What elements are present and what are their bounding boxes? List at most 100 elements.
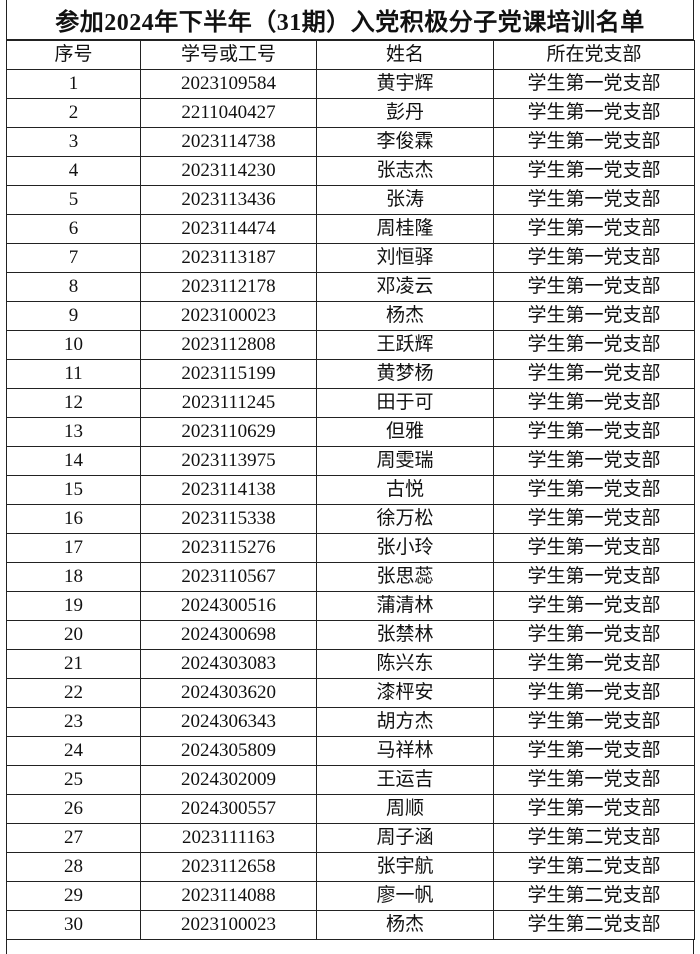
cell-index: 7 [6, 243, 141, 273]
table-row: 2 2211040427 彭丹 学生第一党支部 [6, 98, 695, 128]
cell-name: 但雅 [316, 417, 494, 447]
cell-id: 2024302009 [140, 765, 317, 795]
cell-index: 6 [6, 214, 141, 244]
cell-branch: 学生第一党支部 [493, 620, 695, 650]
cell-id: 2023111163 [140, 823, 317, 853]
cell-id: 2023114088 [140, 881, 317, 911]
cell-id: 2023115338 [140, 504, 317, 534]
cell-branch: 学生第一党支部 [493, 69, 695, 99]
cell-index: 14 [6, 446, 141, 476]
table-row: 28 2023112658 张宇航 学生第二党支部 [6, 852, 695, 882]
cell-index: 4 [6, 156, 141, 186]
table-row: 1 2023109584 黄宇辉 学生第一党支部 [6, 69, 695, 99]
cell-branch: 学生第一党支部 [493, 736, 695, 766]
cell-id: 2023114230 [140, 156, 317, 186]
cell-name: 周桂隆 [316, 214, 494, 244]
cell-index: 15 [6, 475, 141, 505]
table-row: 19 2024300516 蒲清林 学生第一党支部 [6, 591, 695, 621]
cell-branch: 学生第二党支部 [493, 881, 695, 911]
header-row: 序号 学号或工号 姓名 所在党支部 [6, 40, 695, 70]
table-continuation [6, 940, 694, 954]
cell-branch: 学生第一党支部 [493, 765, 695, 795]
cell-name: 王跃辉 [316, 330, 494, 360]
table-row: 15 2023114138 古悦 学生第一党支部 [6, 475, 695, 505]
table-row: 5 2023113436 张涛 学生第一党支部 [6, 185, 695, 215]
cell-id: 2024300516 [140, 591, 317, 621]
header-branch: 所在党支部 [493, 40, 695, 70]
table-row: 24 2024305809 马祥林 学生第一党支部 [6, 736, 695, 766]
cell-id: 2023112178 [140, 272, 317, 302]
table-row: 30 2023100023 杨杰 学生第二党支部 [6, 910, 695, 940]
table-row: 11 2023115199 黄梦杨 学生第一党支部 [6, 359, 695, 389]
cell-id: 2023114738 [140, 127, 317, 157]
cell-id: 2024300698 [140, 620, 317, 650]
cell-id: 2023110629 [140, 417, 317, 447]
cell-index: 29 [6, 881, 141, 911]
cell-name: 邓凌云 [316, 272, 494, 302]
cell-index: 26 [6, 794, 141, 824]
cell-name: 周雯瑞 [316, 446, 494, 476]
cell-index: 16 [6, 504, 141, 534]
cell-index: 24 [6, 736, 141, 766]
cell-index: 23 [6, 707, 141, 737]
cell-name: 张禁林 [316, 620, 494, 650]
cell-index: 1 [6, 69, 141, 99]
cell-name: 周顺 [316, 794, 494, 824]
cell-id: 2023112658 [140, 852, 317, 882]
cell-name: 李俊霖 [316, 127, 494, 157]
cell-index: 18 [6, 562, 141, 592]
cell-id: 2024303620 [140, 678, 317, 708]
cell-index: 17 [6, 533, 141, 563]
cell-id: 2023113975 [140, 446, 317, 476]
header-id: 学号或工号 [140, 40, 317, 70]
table-row: 8 2023112178 邓凌云 学生第一党支部 [6, 272, 695, 302]
cell-id: 2023114138 [140, 475, 317, 505]
cell-name: 杨杰 [316, 910, 494, 940]
cell-index: 2 [6, 98, 141, 128]
table-row: 29 2023114088 廖一帆 学生第二党支部 [6, 881, 695, 911]
cell-branch: 学生第一党支部 [493, 98, 695, 128]
table-row: 22 2024303620 漆枰安 学生第一党支部 [6, 678, 695, 708]
header-name: 姓名 [316, 40, 494, 70]
cell-id: 2211040427 [140, 98, 317, 128]
cell-name: 陈兴东 [316, 649, 494, 679]
cell-id: 2023115199 [140, 359, 317, 389]
cell-branch: 学生第一党支部 [493, 272, 695, 302]
cell-name: 王运吉 [316, 765, 494, 795]
cell-id: 2024303083 [140, 649, 317, 679]
cell-index: 8 [6, 272, 141, 302]
cell-name: 杨杰 [316, 301, 494, 331]
cell-index: 28 [6, 852, 141, 882]
cell-name: 黄宇辉 [316, 69, 494, 99]
table-row: 23 2024306343 胡方杰 学生第一党支部 [6, 707, 695, 737]
table-row: 9 2023100023 杨杰 学生第一党支部 [6, 301, 695, 331]
cell-index: 12 [6, 388, 141, 418]
cell-index: 27 [6, 823, 141, 853]
cell-index: 13 [6, 417, 141, 447]
cell-index: 19 [6, 591, 141, 621]
table-row: 4 2023114230 张志杰 学生第一党支部 [6, 156, 695, 186]
cell-index: 3 [6, 127, 141, 157]
roster-sheet: 参加2024年下半年（31期）入党积极分子党课培训名单 序号 学号或工号 姓名 … [6, 0, 695, 954]
cell-name: 张志杰 [316, 156, 494, 186]
cell-id: 2023112808 [140, 330, 317, 360]
cell-branch: 学生第一党支部 [493, 533, 695, 563]
table-row: 21 2024303083 陈兴东 学生第一党支部 [6, 649, 695, 679]
table-row: 16 2023115338 徐万松 学生第一党支部 [6, 504, 695, 534]
cell-branch: 学生第一党支部 [493, 591, 695, 621]
cell-name: 漆枰安 [316, 678, 494, 708]
cell-id: 2023110567 [140, 562, 317, 592]
cell-id: 2024300557 [140, 794, 317, 824]
cell-name: 张宇航 [316, 852, 494, 882]
cell-index: 25 [6, 765, 141, 795]
cell-branch: 学生第一党支部 [493, 504, 695, 534]
cell-name: 刘恒驿 [316, 243, 494, 273]
cell-name: 蒲清林 [316, 591, 494, 621]
table-row: 13 2023110629 但雅 学生第一党支部 [6, 417, 695, 447]
cell-name: 张涛 [316, 185, 494, 215]
cell-branch: 学生第一党支部 [493, 185, 695, 215]
table-row: 25 2024302009 王运吉 学生第一党支部 [6, 765, 695, 795]
table-row: 10 2023112808 王跃辉 学生第一党支部 [6, 330, 695, 360]
roster-table: 序号 学号或工号 姓名 所在党支部 1 2023109584 黄宇辉 学生第一党支部 2… [6, 40, 695, 940]
cell-branch: 学生第一党支部 [493, 388, 695, 418]
